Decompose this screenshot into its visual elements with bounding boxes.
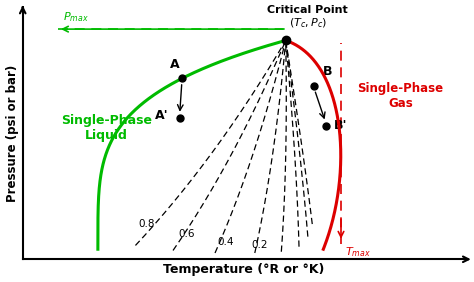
Text: 0.8: 0.8 [138,219,155,229]
Text: $(T_c, P_c)$: $(T_c, P_c)$ [289,17,327,30]
Text: 0.6: 0.6 [178,229,194,239]
Text: $T_{max}$: $T_{max}$ [346,245,371,259]
Text: Single-Phase
Liquid: Single-Phase Liquid [61,114,152,142]
Text: B: B [323,65,333,78]
Text: Critical Point: Critical Point [267,5,348,15]
Y-axis label: Pressure (psi or bar): Pressure (psi or bar) [6,65,18,202]
Text: 0.2: 0.2 [251,241,267,250]
X-axis label: Temperature (°R or °K): Temperature (°R or °K) [163,263,324,276]
Text: Single-Phase
Gas: Single-Phase Gas [357,82,444,110]
Text: 0.4: 0.4 [218,237,234,247]
Text: $P_{max}$: $P_{max}$ [63,10,88,24]
Text: A': A' [155,109,169,122]
Text: A: A [171,58,180,70]
Text: B': B' [334,120,348,133]
